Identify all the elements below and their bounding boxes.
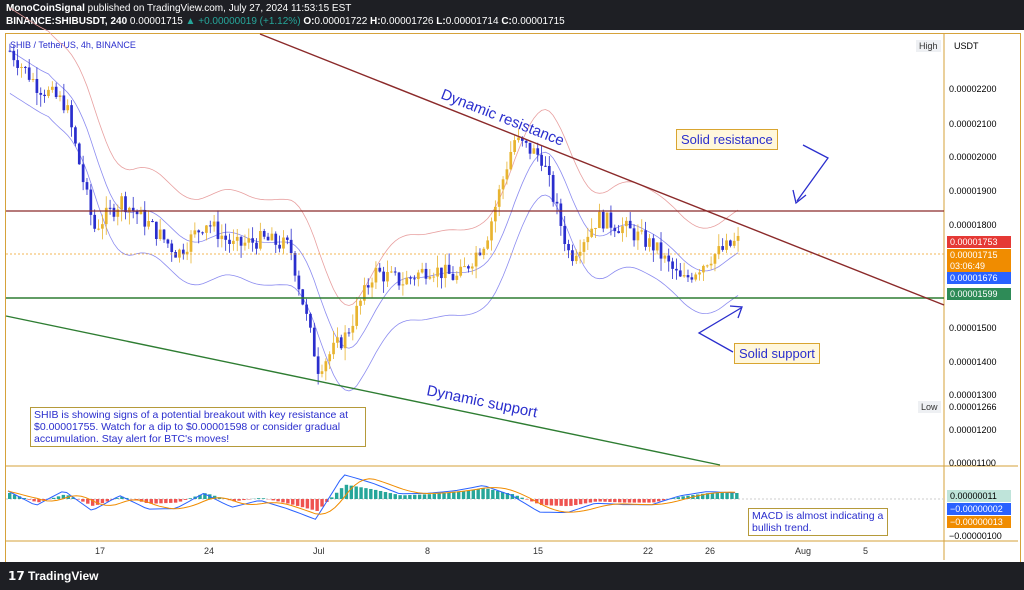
analysis-note: SHIB is showing signs of a potential bre… [30, 407, 366, 447]
price-tick: 0.00002200 [949, 84, 997, 94]
chart-frame [5, 33, 1021, 563]
price-tick: 0.00001400 [949, 357, 997, 367]
price-tick: 0.00001900 [949, 186, 997, 196]
open-label: O: [303, 16, 315, 27]
macd-hist-tag: 0.00000011 [947, 490, 1011, 502]
low-tag: Low [918, 401, 941, 413]
ma-price-tag: 0.00001676 [947, 272, 1011, 284]
brand-name[interactable]: TradingView [28, 569, 99, 583]
price-tick: 0.00001200 [949, 425, 997, 435]
last-price: 0.00001715 [129, 16, 183, 27]
price-tick: 0.00002000 [949, 152, 997, 162]
low-label: L: [436, 16, 446, 27]
high-label: H: [370, 16, 381, 27]
close-label: C: [501, 16, 512, 27]
open-value: 0.00001722 [314, 16, 368, 27]
tradingview-logo-icon: 𝟭𝟳 [8, 569, 25, 583]
publish-header: MonoCoinSignal published on TradingView.… [0, 0, 1024, 30]
macd-signal-tag: −0.00000013 [947, 516, 1011, 528]
publish-info: published on TradingView.com, July 27, 2… [87, 3, 352, 14]
author-name[interactable]: MonoCoinSignal [6, 3, 85, 14]
price-tick: 0.00001300 [949, 390, 997, 400]
support-price-tag: 0.00001599 [947, 288, 1011, 300]
macd-tick: −0.00000100 [949, 531, 1002, 541]
price-change: ▲ +0.00000019 (+1.12%) [185, 16, 301, 27]
chart-title: SHIB / TetherUS, 4h, BINANCE [10, 40, 136, 50]
high-value: 0.00001726 [380, 16, 434, 27]
price-tick: 0.00001800 [949, 220, 997, 230]
price-tick: 0.00002100 [949, 119, 997, 129]
macd-line-tag: −0.00000002 [947, 503, 1011, 515]
symbol-line: BINANCE:SHIBUSDT, 240 [6, 16, 128, 27]
footer-bar: 𝟭𝟳 TradingView [0, 562, 1024, 590]
close-value: 0.00001715 [511, 16, 565, 27]
solid-support-label: Solid support [734, 343, 820, 364]
countdown-tag: 03:06:49 [947, 260, 1011, 272]
macd-note: MACD is almost indicating a bullish tren… [748, 508, 888, 536]
price-tick: 0.00001500 [949, 323, 997, 333]
currency-label: USDT [954, 41, 979, 51]
last-price-tag: 0.00001715 [947, 249, 1011, 261]
resistance-price-tag: 0.00001753 [947, 236, 1011, 248]
price-tick: 0.00001100 [949, 458, 996, 468]
low-value: 0.00001714 [445, 16, 499, 27]
low-price: 0.00001266 [949, 402, 997, 412]
solid-resistance-label: Solid resistance [676, 129, 778, 150]
high-tag: High [916, 40, 941, 52]
